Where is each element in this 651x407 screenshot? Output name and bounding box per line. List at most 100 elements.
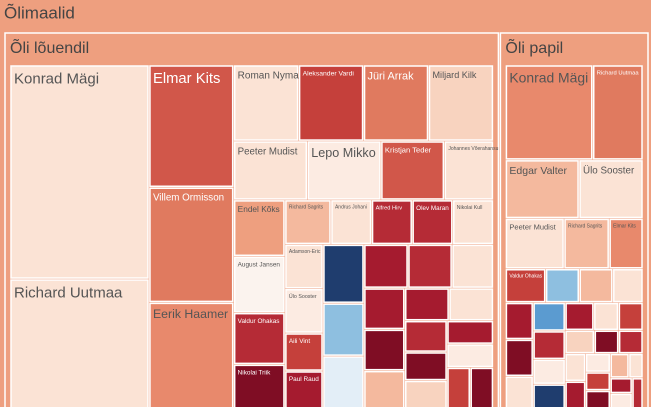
tile [609, 218, 643, 269]
tile [610, 378, 632, 394]
tile [592, 65, 643, 160]
tile [505, 376, 533, 407]
tile [323, 356, 364, 407]
tile [610, 393, 632, 407]
tile [233, 312, 285, 365]
tile [285, 288, 323, 333]
tile [565, 381, 586, 407]
tile-label: Valdur Ohakas [509, 274, 542, 280]
tile [579, 160, 643, 219]
tile-label: Aleksander Vardi [303, 71, 355, 78]
tile [307, 141, 381, 200]
tile-label: Villem Ormisson [153, 193, 224, 204]
tile [10, 65, 149, 279]
tile [285, 200, 331, 245]
tile-label: Edgar Valter [509, 165, 567, 177]
tile [447, 367, 470, 407]
tile [364, 288, 405, 330]
tile [453, 200, 494, 245]
tile-label: Jüri Arrak [368, 71, 415, 83]
tile-label: Richard Uutmaa [14, 284, 123, 301]
tile-label: Nikolai Kull [457, 205, 483, 211]
tile [505, 302, 533, 340]
tile [428, 65, 494, 141]
tile [533, 331, 565, 360]
tile [233, 256, 285, 313]
tile-label: Richard Uutmaa [597, 71, 640, 77]
tile [408, 244, 452, 288]
tile [285, 333, 323, 371]
tile-label: Lepo Mikko [311, 146, 375, 160]
tile-label: Andrus Johani [335, 205, 367, 211]
tile-label: Richard Sagrits [289, 205, 324, 211]
tile [545, 269, 579, 303]
tile-label: Konrad Mägi [509, 69, 588, 85]
tile [10, 279, 149, 407]
tile [364, 244, 408, 288]
tile-label: Alfred Hirv [376, 205, 403, 211]
tile [565, 302, 594, 331]
tile [505, 65, 593, 160]
tile [371, 200, 412, 245]
tile [149, 187, 234, 303]
tile [613, 269, 643, 303]
tile-label: Peeter Mudist [238, 146, 298, 157]
tile-label: Kristjan Teder [385, 145, 432, 154]
tile [298, 65, 364, 141]
tile [233, 141, 308, 200]
tile [149, 302, 234, 407]
tile-label: Nikolai Triik [238, 370, 271, 377]
tile [505, 218, 564, 269]
tile-label: Paul Raud [289, 376, 319, 383]
tile-label: Adamson-Eric [289, 249, 321, 255]
tile [444, 141, 494, 200]
tile [533, 384, 565, 407]
tile [579, 269, 613, 303]
tile [331, 200, 372, 245]
tile-label: August Jansen [238, 261, 281, 268]
tile [405, 352, 447, 381]
tile [447, 344, 494, 368]
tile-label: Miljard Kilk [432, 70, 476, 80]
tile-label: Elmar Kits [613, 223, 636, 229]
tile-label: Konrad Mägi [14, 70, 99, 87]
tile [381, 141, 445, 200]
tile [594, 330, 619, 354]
group-label: Õli lõuendil [10, 37, 89, 57]
tile-label: Ülo Sooster [289, 293, 317, 300]
tile [285, 244, 323, 289]
tile [363, 65, 429, 141]
tile [452, 244, 494, 288]
tile [505, 160, 579, 219]
tile [610, 353, 629, 378]
tile [364, 370, 405, 407]
tile-label: Olev Maran [416, 205, 449, 212]
tile [564, 218, 609, 269]
tile [233, 65, 299, 141]
tile-label: Ülo Sooster [583, 165, 635, 176]
tile [323, 303, 364, 356]
tile [323, 244, 364, 303]
tile [364, 329, 405, 371]
tile [618, 302, 643, 331]
tile [629, 353, 643, 378]
tile-label: Roman Nyman [238, 71, 305, 82]
tile-label: Eerik Haamer [153, 307, 228, 321]
tile [618, 330, 643, 354]
tile [505, 339, 533, 377]
tile [505, 269, 546, 303]
tile [233, 364, 285, 407]
tile-label: Valdur Ohakas [238, 318, 280, 325]
tile-label: Richard Sagrits [568, 223, 603, 229]
tile [585, 390, 610, 407]
tile [405, 320, 447, 352]
group-label: Õli papil [505, 37, 563, 57]
tile [565, 353, 586, 382]
tile [447, 320, 494, 344]
tile-label: Elmar Kits [153, 71, 220, 87]
tile [449, 288, 494, 321]
tile [470, 367, 494, 407]
tile-label: Aili Vint [289, 338, 310, 345]
tile [585, 372, 610, 391]
